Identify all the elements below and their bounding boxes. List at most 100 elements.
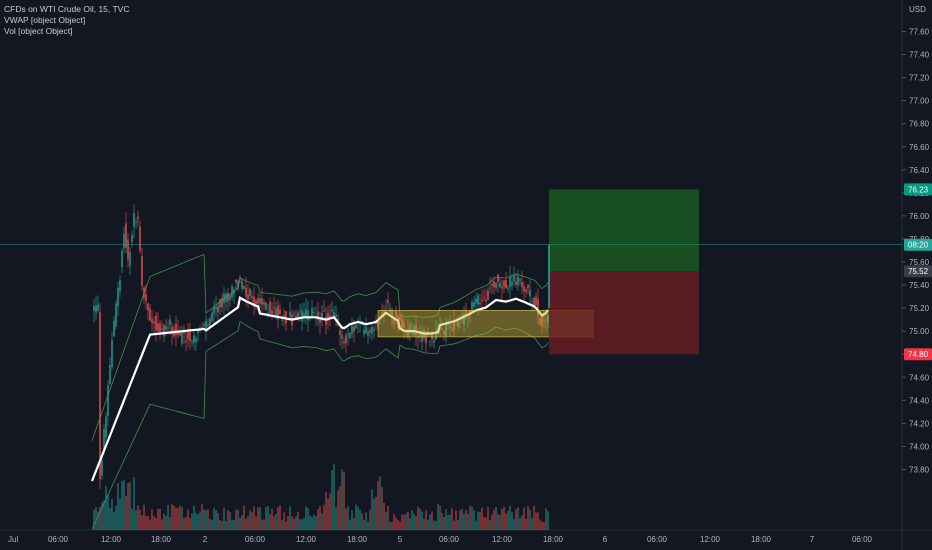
candle-body [225,293,227,302]
x-tick-label: 18:00 [151,535,172,544]
volume-bar [107,494,109,530]
x-tick-label: 06:00 [852,535,873,544]
volume-bar [253,506,255,530]
candle-body [415,325,417,336]
candle-body [277,305,279,320]
volume-bar [309,515,311,530]
candle-body [183,330,185,334]
volume-bar [469,505,471,530]
candle-body [229,295,231,300]
volume-bar [331,470,333,530]
candle-body [443,330,445,335]
volume-bar [445,509,447,530]
candle-body [329,315,331,319]
volume-bar [499,515,501,530]
candle-body [189,332,191,342]
candle-body [195,338,197,342]
volume-bar [501,508,503,530]
volume-bar [373,498,375,530]
volume-bar [129,481,131,530]
volume-bar [539,519,541,530]
volume-bar [327,498,329,530]
candle-body [433,340,435,343]
profit-zone [549,189,699,272]
candle-body [297,312,299,320]
candle-body [231,286,233,298]
x-tick-label: 06:00 [245,535,266,544]
volume-bar [367,521,369,530]
volume-bar [165,515,167,530]
vwap-lower-band [91,320,549,530]
candle-body [153,321,155,324]
candle-body [187,331,189,340]
volume-bar [231,520,233,530]
volume-bar [411,510,413,530]
volume-bar [295,516,297,530]
candle-body [269,301,271,314]
volume-bar [387,506,389,530]
candle-body [445,323,447,337]
volume-bar [319,505,321,530]
volume-bar [213,507,215,530]
candle-body [537,299,539,316]
candle-body [373,329,375,331]
volume-bar [171,504,173,530]
volume-bar [477,511,479,530]
volume-bar [429,514,431,530]
volume-bar [491,514,493,530]
candle-body [271,310,273,315]
y-tick-label: 74.40 [909,396,930,405]
x-tick-label: 18:00 [543,535,564,544]
candle-body [157,323,159,332]
volume-bar [311,516,313,530]
volume-bar [511,512,513,530]
volume-bar [247,515,249,530]
candle-body [137,216,139,220]
volume-bar [377,481,379,530]
volume-bar [325,492,327,530]
candle-body [123,234,125,249]
volume-bar [117,482,119,530]
volume-bar [333,464,335,530]
legend-vol[interactable]: Vol [object Object] [4,26,73,36]
candle-body [97,304,99,311]
price-badge-target [904,183,932,196]
candle-body [343,341,345,344]
volume-bar [159,508,161,530]
candle-body [303,312,305,316]
candle-body [497,274,499,283]
volume-bar [505,513,507,530]
candle-body [485,299,487,302]
price-badge-stop [904,348,932,361]
volume-bar [335,507,337,530]
volume-bar [471,506,473,530]
legend-vwap[interactable]: VWAP [object Object] [4,15,86,25]
candle-body [419,332,421,338]
candle-body [167,327,169,329]
volume-bar [347,506,349,530]
candle-body [473,302,475,307]
volume-bar [345,508,347,530]
volume-bar [497,514,499,530]
candle-body [251,296,253,298]
x-tick-label: 6 [603,535,608,544]
volume-bar [355,504,357,530]
candle-body [319,317,321,323]
candle-body [165,326,167,330]
volume-bar [329,493,331,530]
candle-body [331,309,333,312]
candle-body [525,289,527,293]
y-tick-label: 75.40 [909,281,930,290]
volume-bar [431,511,433,530]
candle-body [247,294,249,300]
candle-body [93,305,95,311]
y-tick-label: 76.80 [909,120,930,129]
candle-body [503,280,505,287]
volume-bar [275,514,277,530]
volume-bar [243,505,245,530]
volume-bar [191,513,193,530]
candle-body [451,329,453,332]
volume-bar [145,516,147,530]
volume-bar [93,509,95,530]
